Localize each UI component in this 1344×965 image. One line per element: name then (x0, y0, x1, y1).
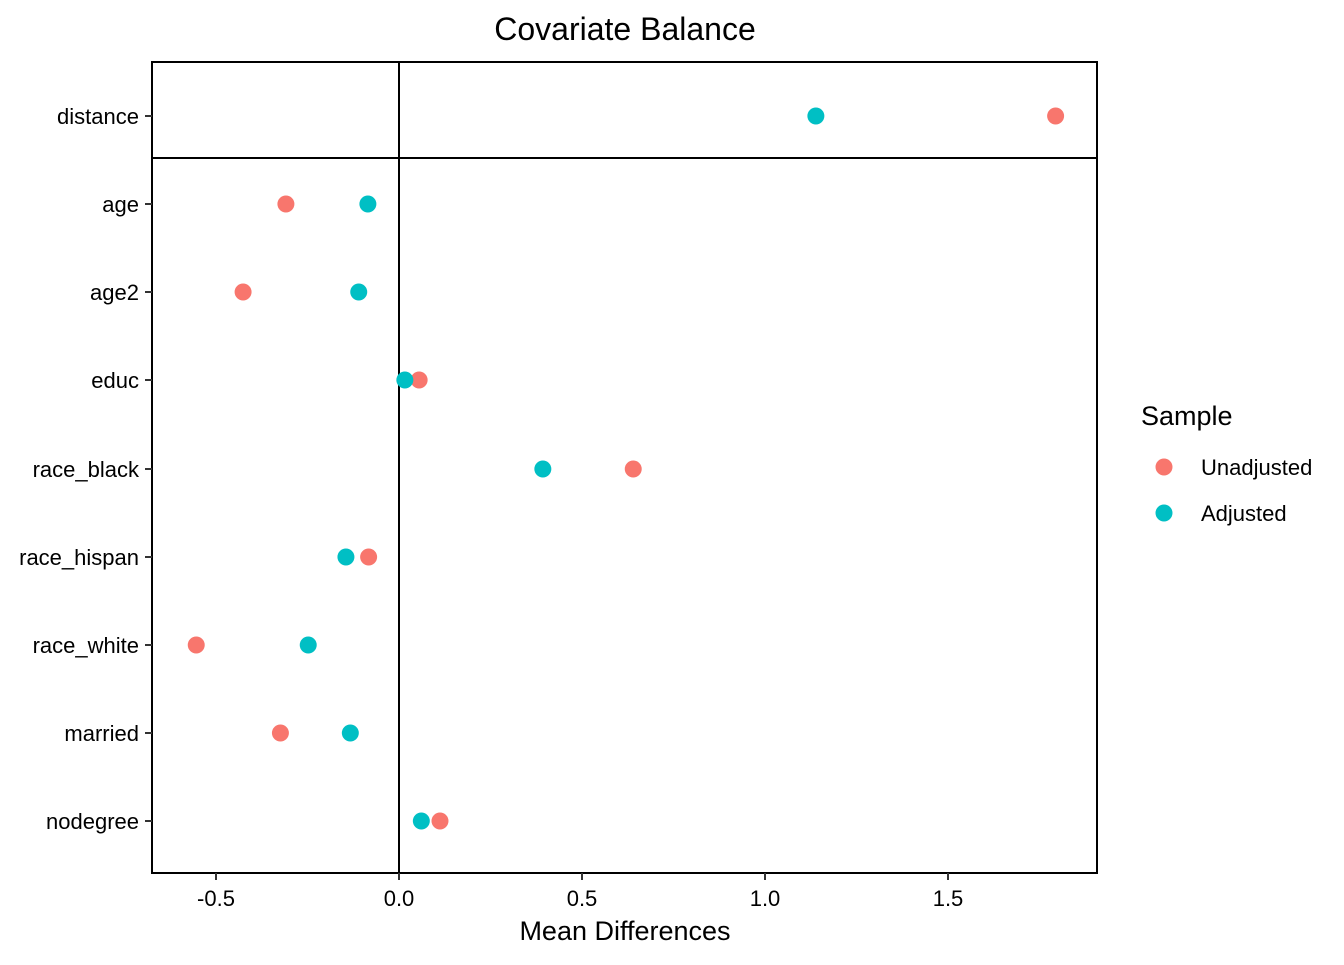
y-tick-label-age: age (102, 192, 139, 217)
y-tick-label-nodegree: nodegree (46, 809, 139, 834)
point-adjusted-race_hispan (337, 548, 355, 566)
y-tick-label-age2: age2 (90, 280, 139, 305)
legend-items: Unadjusted Adjusted (1155, 455, 1312, 526)
point-adjusted-educ (396, 371, 414, 389)
point-adjusted-married (341, 724, 359, 742)
point-unadjusted-married (271, 724, 289, 742)
point-unadjusted-age2 (234, 283, 252, 301)
chart-title: Covariate Balance (494, 11, 755, 47)
x-tick-label-1.5: 1.5 (933, 886, 964, 911)
point-unadjusted-race_white (187, 636, 205, 654)
point-unadjusted-nodegree (431, 812, 449, 830)
panel-covariates (151, 157, 1098, 874)
y-tick-label-race_white: race_white (33, 633, 139, 658)
point-unadjusted-age (277, 195, 295, 213)
point-adjusted-age (359, 195, 377, 213)
legend-label-unadjusted: Unadjusted (1201, 455, 1312, 480)
point-adjusted-race_black (534, 460, 552, 478)
legend-title: Sample (1141, 401, 1233, 431)
x-tick-label--0.5: -0.5 (197, 886, 235, 911)
y-tick-label-race_black: race_black (33, 457, 140, 482)
point-unadjusted-educ (410, 371, 428, 389)
x-axis-title: Mean Differences (519, 916, 730, 946)
x-tick-label-0.0: 0.0 (384, 886, 415, 911)
point-adjusted-nodegree (412, 812, 430, 830)
legend: Sample Unadjusted Adjusted (1141, 401, 1312, 526)
legend-key-unadjusted (1155, 458, 1173, 476)
point-adjusted-distance (807, 107, 825, 125)
y-axis: distance age age2 educ race_black race_hispan… (19, 104, 152, 834)
y-tick-label-married: married (64, 721, 139, 746)
point-adjusted-race_white (299, 636, 317, 654)
panel-distance-border (151, 61, 1098, 159)
data-points (187, 107, 1065, 830)
legend-label-adjusted: Adjusted (1201, 501, 1287, 526)
x-tick-label-1.0: 1.0 (750, 886, 781, 911)
legend-key-adjusted (1155, 504, 1173, 522)
y-tick-label-distance: distance (57, 104, 139, 129)
panel-distance (151, 61, 1098, 159)
y-tick-label-educ: educ (91, 368, 139, 393)
panel-covariates-border (151, 157, 1098, 874)
y-tick-label-race_hispan: race_hispan (19, 545, 139, 570)
point-unadjusted-race_black (624, 460, 642, 478)
x-axis: -0.5 0.0 0.5 1.0 1.5 (197, 873, 963, 911)
point-unadjusted-distance (1047, 107, 1065, 125)
point-unadjusted-race_hispan (360, 548, 378, 566)
point-adjusted-age2 (350, 283, 368, 301)
x-tick-label-0.5: 0.5 (567, 886, 598, 911)
